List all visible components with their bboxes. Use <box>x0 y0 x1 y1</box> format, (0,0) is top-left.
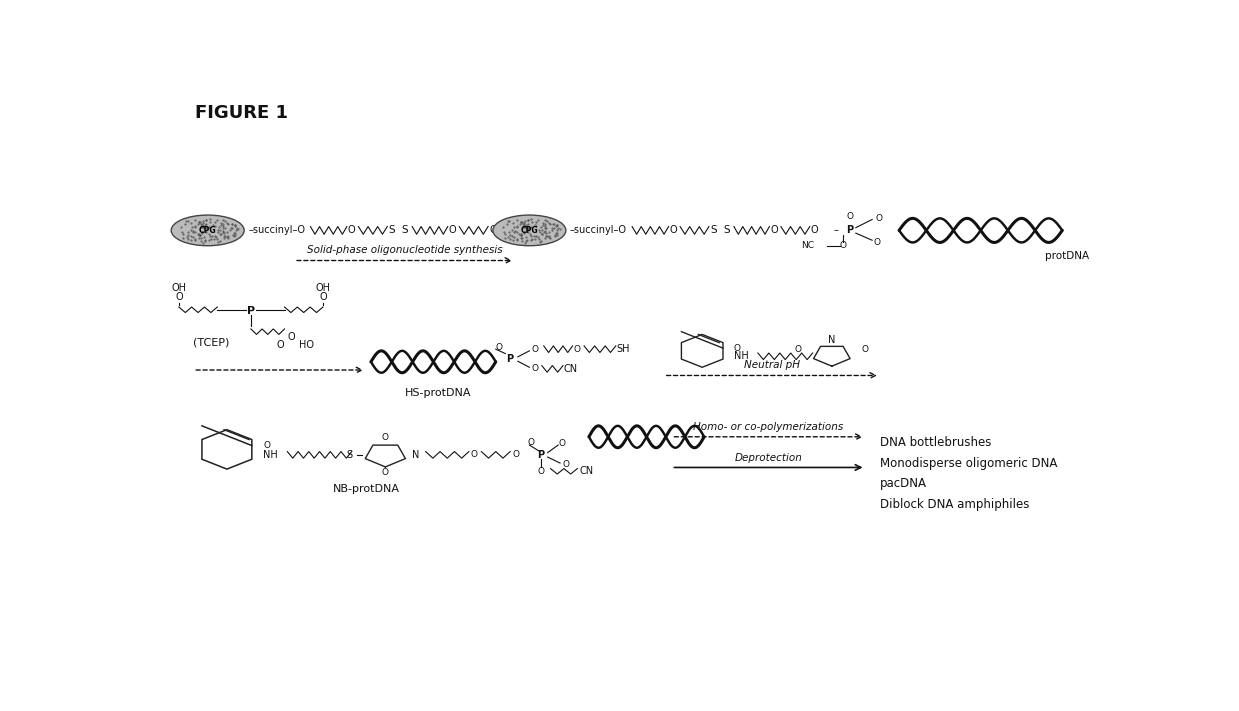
Text: O: O <box>669 225 678 235</box>
Text: O: O <box>287 332 295 342</box>
Text: O: O <box>875 214 882 223</box>
Text: N: N <box>828 335 835 345</box>
Text: O: O <box>471 450 478 459</box>
Text: O: O <box>862 346 869 354</box>
Text: NB-protDNA: NB-protDNA <box>332 484 400 494</box>
Text: S: S <box>710 225 716 235</box>
Text: O: O <box>840 241 846 250</box>
Text: –succinyl–O: –succinyl–O <box>248 225 305 235</box>
Text: protDNA: protDNA <box>1044 251 1089 261</box>
Text: O: O <box>320 292 327 302</box>
Text: –succinyl–O: –succinyl–O <box>570 225 627 235</box>
Text: O: O <box>559 439 565 449</box>
Text: NH: NH <box>264 450 278 460</box>
Text: P: P <box>247 306 255 316</box>
Text: (TCEP): (TCEP) <box>193 338 229 348</box>
Text: O: O <box>276 341 285 351</box>
Text: O: O <box>563 460 569 469</box>
Text: P: P <box>507 354 514 364</box>
Text: S: S <box>724 225 730 235</box>
Text: O: O <box>771 225 778 235</box>
Text: NC: NC <box>802 241 814 250</box>
Text: O: O <box>532 345 538 353</box>
Text: NH: NH <box>733 351 748 361</box>
Text: O: O <box>264 441 270 449</box>
Text: CPG: CPG <box>520 226 538 235</box>
Text: O: O <box>574 345 581 353</box>
Text: ODMT: ODMT <box>489 225 519 235</box>
Text: SH: SH <box>617 344 631 354</box>
Text: HO: HO <box>299 341 313 351</box>
Text: OH: OH <box>316 282 331 293</box>
Text: Diblock DNA amphiphiles: Diblock DNA amphiphiles <box>880 498 1030 511</box>
Ellipse shape <box>171 215 244 246</box>
Text: O: O <box>810 225 818 235</box>
Text: P: P <box>846 225 854 235</box>
Text: N: N <box>413 450 420 460</box>
Text: O: O <box>538 467 544 476</box>
Text: FIGURE 1: FIGURE 1 <box>196 105 289 122</box>
Text: O: O <box>382 433 389 442</box>
Text: S: S <box>401 225 409 235</box>
Text: Homo- or co-polymerizations: Homo- or co-polymerizations <box>694 422 844 432</box>
Text: O: O <box>733 343 741 353</box>
Text: O: O <box>532 365 538 373</box>
Text: P: P <box>538 450 544 460</box>
Text: O: O <box>846 212 854 221</box>
Text: OH: OH <box>171 282 186 293</box>
Text: O: O <box>175 292 182 302</box>
Text: CN: CN <box>564 364 579 374</box>
Text: Solid-phase oligonucleotide synthesis: Solid-phase oligonucleotide synthesis <box>307 245 502 255</box>
Text: O: O <box>449 225 456 235</box>
Text: O: O <box>873 238 880 247</box>
Text: O: O <box>496 343 502 351</box>
Text: O: O <box>528 438 535 447</box>
Text: HS-protDNA: HS-protDNA <box>405 388 471 398</box>
Text: CN: CN <box>580 466 593 476</box>
Text: Neutral pH: Neutral pH <box>743 360 800 370</box>
Text: CPG: CPG <box>199 226 217 235</box>
Text: S: S <box>347 450 353 460</box>
Text: pacDNA: pacDNA <box>880 477 927 491</box>
Text: –: – <box>834 225 839 235</box>
Text: Deprotection: Deprotection <box>735 453 803 463</box>
Text: S: S <box>388 225 395 235</box>
Text: O: O <box>512 450 519 459</box>
Ellipse shape <box>493 215 566 246</box>
Text: O: O <box>382 468 389 477</box>
Text: DNA bottlebrushes: DNA bottlebrushes <box>880 436 991 449</box>
Text: O: O <box>794 346 802 354</box>
Text: O: O <box>348 225 356 235</box>
Text: Monodisperse oligomeric DNA: Monodisperse oligomeric DNA <box>880 456 1057 469</box>
